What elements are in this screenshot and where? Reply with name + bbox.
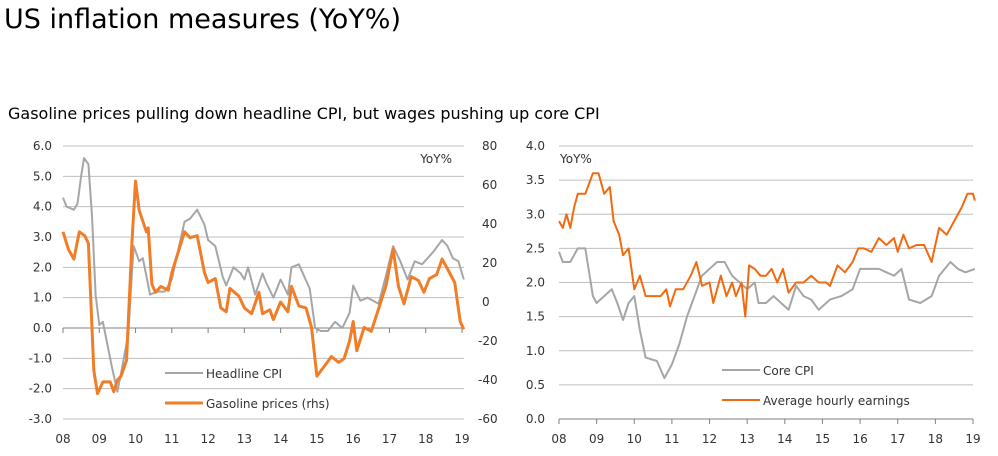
- unit-label: YoY%: [559, 152, 592, 166]
- x-tick-label: 19: [454, 432, 469, 446]
- y-tick-label: 6.0: [33, 139, 52, 153]
- legend-label: Gasoline prices (rhs): [206, 397, 330, 411]
- y-tick-label: 4.0: [33, 200, 52, 214]
- y-tick-label: 3.5: [526, 173, 545, 187]
- x-tick-label: 11: [664, 432, 679, 446]
- legend-label: Headline CPI: [206, 367, 282, 381]
- x-tick-label: 09: [92, 432, 107, 446]
- y-tick-label: 2.5: [526, 241, 545, 255]
- x-tick-label: 11: [164, 432, 179, 446]
- y-tick-label: 2.0: [33, 260, 52, 274]
- y2-tick-label: -60: [478, 412, 498, 426]
- y-tick-label: 0.0: [526, 412, 545, 426]
- series-line-core-cpi: [558, 247, 976, 380]
- y2-tick-label: 0: [482, 295, 490, 309]
- x-tick-label: 10: [128, 432, 143, 446]
- x-tick-label: 12: [200, 432, 215, 446]
- x-tick-label: 17: [890, 432, 905, 446]
- y-tick-label: -1.0: [29, 351, 52, 365]
- unit-label: YoY%: [419, 152, 452, 166]
- x-tick-label: 16: [346, 432, 361, 446]
- y-tick-label: 5.0: [33, 169, 52, 183]
- x-tick-label: 13: [740, 432, 755, 446]
- y-tick-label: 0.5: [526, 378, 545, 392]
- y-tick-label: 3.0: [526, 207, 545, 221]
- x-tick-label: 09: [589, 432, 604, 446]
- x-tick-label: 12: [702, 432, 717, 446]
- series-line-average-hourly-earnings: [558, 172, 976, 318]
- x-tick-label: 14: [273, 432, 288, 446]
- x-tick-label: 17: [382, 432, 397, 446]
- y-tick-label: 3.0: [33, 230, 52, 244]
- page-title: US inflation measures (YoY%): [4, 4, 401, 35]
- y2-tick-label: 20: [482, 256, 497, 270]
- x-tick-label: 13: [237, 432, 252, 446]
- y-tick-label: -2.0: [29, 382, 52, 396]
- x-tick-label: 10: [627, 432, 642, 446]
- legend-label: Average hourly earnings: [763, 394, 910, 408]
- x-tick-label: 19: [965, 432, 980, 446]
- y-tick-label: 0.0: [33, 321, 52, 335]
- y-tick-label: 1.0: [33, 291, 52, 305]
- x-tick-label: 18: [928, 432, 943, 446]
- x-tick-label: 15: [815, 432, 830, 446]
- y2-tick-label: -20: [478, 334, 498, 348]
- x-tick-label: 18: [418, 432, 433, 446]
- y-tick-label: 1.0: [526, 344, 545, 358]
- series-line-gasoline-prices-rhs-: [61, 179, 466, 396]
- y2-tick-label: 60: [482, 178, 497, 192]
- y2-tick-label: -40: [478, 373, 498, 387]
- y-tick-label: 4.0: [526, 139, 545, 153]
- x-tick-label: 08: [55, 432, 70, 446]
- legend-label: Core CPI: [763, 364, 814, 378]
- x-tick-label: 08: [551, 432, 566, 446]
- y-tick-label: 2.0: [526, 276, 545, 290]
- y-tick-label: -3.0: [29, 412, 52, 426]
- x-tick-label: 15: [309, 432, 324, 446]
- chart-subtitle: Gasoline prices pulling down headline CP…: [8, 104, 600, 123]
- series-line-headline-cpi: [62, 157, 465, 393]
- x-tick-label: 14: [777, 432, 792, 446]
- y2-tick-label: 80: [482, 139, 497, 153]
- y-tick-label: 1.5: [526, 310, 545, 324]
- y2-tick-label: 40: [482, 217, 497, 231]
- x-tick-label: 16: [852, 432, 867, 446]
